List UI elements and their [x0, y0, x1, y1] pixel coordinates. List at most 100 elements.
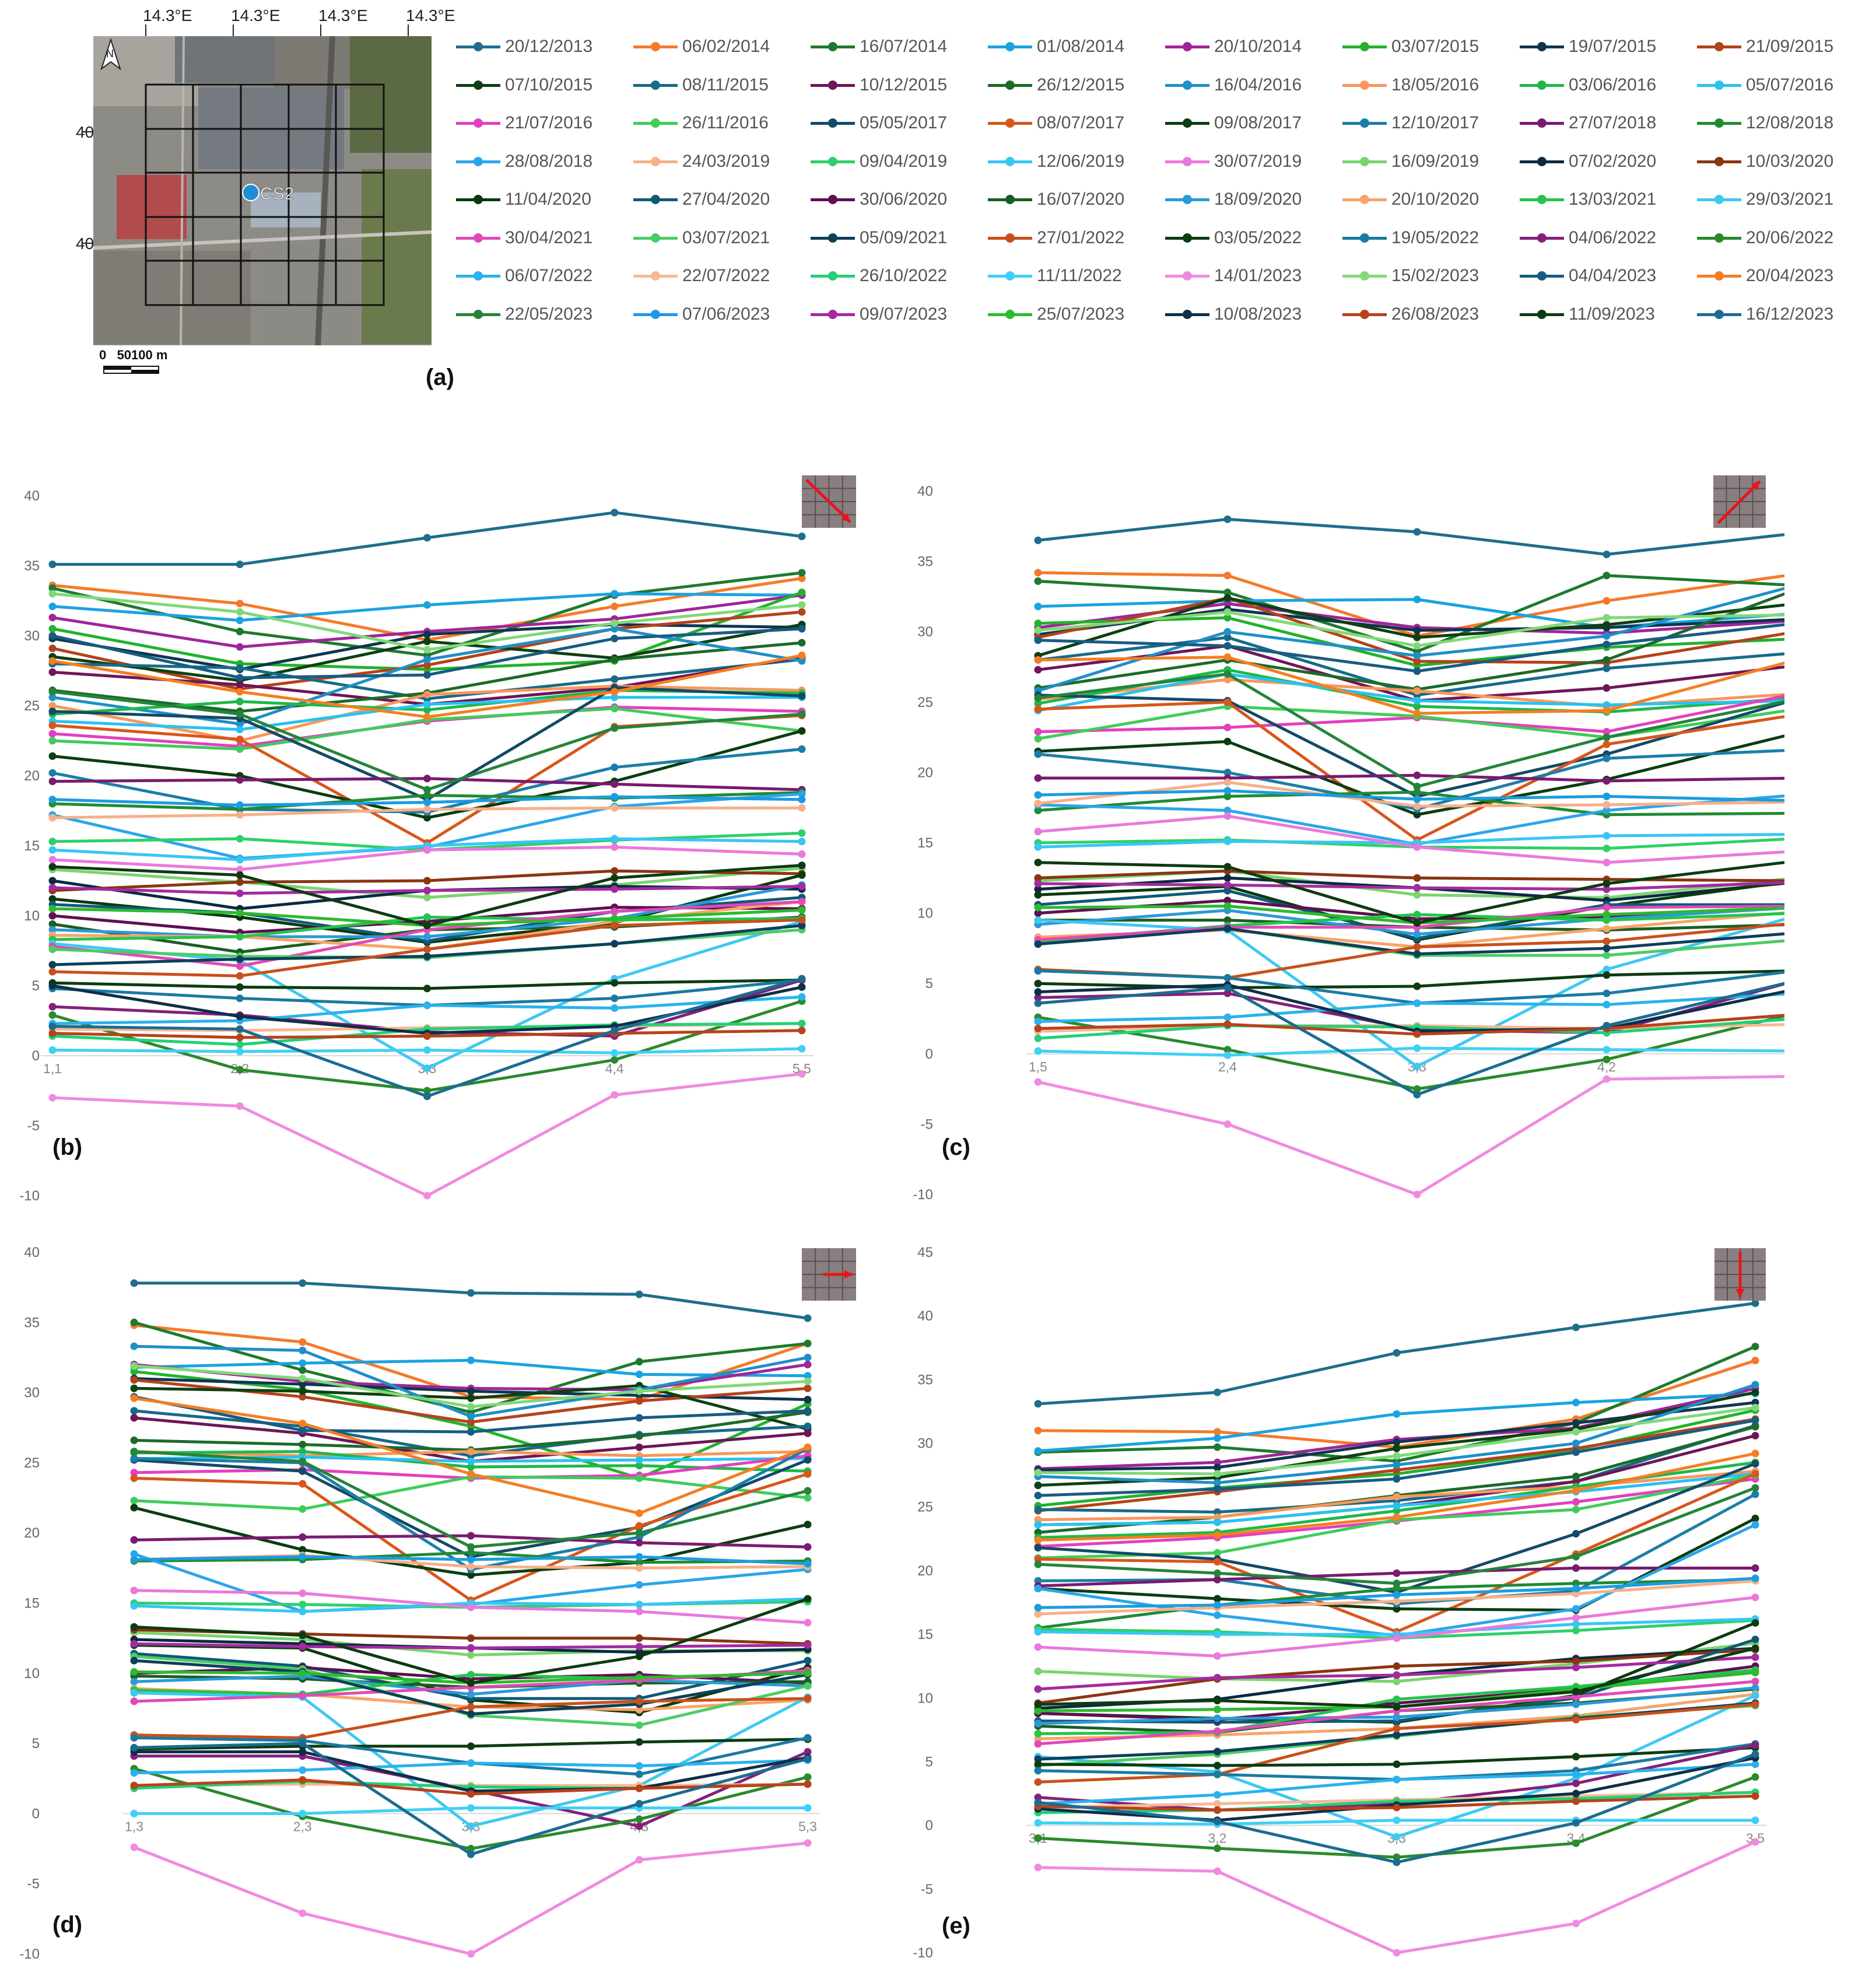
data-point — [236, 628, 244, 636]
data-point — [804, 1619, 812, 1627]
data-point — [798, 898, 806, 906]
data-point — [236, 866, 244, 874]
data-point — [804, 1494, 812, 1502]
legend-label: 07/02/2020 — [1569, 151, 1657, 171]
data-point — [1034, 1740, 1042, 1748]
legend-swatch-icon — [809, 35, 856, 58]
data-point — [130, 1586, 138, 1595]
y-tick-label: 35 — [917, 554, 933, 570]
data-point — [804, 1839, 812, 1847]
legend-swatch-icon — [1164, 226, 1211, 250]
data-point — [1572, 1505, 1580, 1514]
data-point — [804, 1748, 812, 1756]
y-tick-label: 15 — [24, 838, 40, 854]
data-point — [1223, 737, 1232, 745]
series — [1034, 880, 1784, 894]
panel-label-c: (c) — [942, 1134, 970, 1160]
data-point — [130, 1504, 138, 1512]
legend-swatch-icon — [1696, 150, 1742, 173]
data-point — [1034, 1643, 1042, 1651]
series-line — [1037, 881, 1784, 891]
legend-swatch-icon — [1341, 226, 1388, 250]
data-point — [611, 1091, 619, 1099]
legend-swatch-icon — [809, 150, 856, 173]
legend-label: 09/04/2019 — [860, 151, 948, 171]
data-point — [1751, 1388, 1759, 1396]
data-point — [423, 877, 431, 885]
legend-label: 05/05/2017 — [860, 113, 948, 132]
data-point — [1034, 828, 1042, 836]
legend-item: 11/11/2022 — [987, 264, 1122, 288]
lon-label: 14.3°E — [318, 6, 367, 24]
data-point — [48, 737, 57, 745]
legend-swatch-icon — [1696, 73, 1742, 97]
data-point — [1393, 1444, 1401, 1452]
legend-label: 27/01/2022 — [1037, 227, 1125, 247]
data-point — [1603, 621, 1611, 629]
data-point — [1214, 1697, 1221, 1705]
data-point — [48, 1022, 57, 1031]
legend-item: 26/08/2023 — [1341, 303, 1479, 326]
series — [130, 1776, 812, 1798]
north-arrow-icon: N — [100, 37, 121, 71]
data-point — [130, 1407, 138, 1415]
data-point — [804, 1780, 812, 1788]
data-point — [1214, 1714, 1221, 1722]
x-tick-label: 1,1 — [43, 1061, 62, 1076]
data-point — [130, 1556, 138, 1564]
legend-label: 16/09/2019 — [1391, 151, 1479, 171]
data-point — [236, 1013, 244, 1021]
data-point — [1603, 727, 1611, 735]
data-point — [1034, 774, 1042, 782]
series-line — [1037, 1075, 1784, 1196]
legend-label: 01/08/2014 — [1037, 37, 1125, 56]
data-point — [1603, 951, 1611, 959]
legend-swatch-icon — [1519, 73, 1565, 97]
data-point — [635, 1443, 643, 1451]
data-point — [1223, 723, 1232, 731]
data-point — [798, 692, 806, 700]
data-point — [48, 590, 57, 598]
legend-label: 13/03/2021 — [1569, 190, 1657, 209]
data-point — [1751, 1838, 1759, 1846]
legend-label: 21/07/2016 — [505, 113, 593, 132]
series — [48, 688, 806, 794]
series — [1034, 1484, 1759, 1588]
data-point — [1393, 1949, 1401, 1957]
data-point — [1034, 1778, 1042, 1786]
data-point — [130, 1743, 138, 1752]
data-point — [1751, 1635, 1759, 1644]
y-tick-label: 15 — [917, 835, 933, 851]
data-point — [1223, 589, 1232, 597]
legend-swatch-icon — [1341, 264, 1388, 288]
data-point — [1603, 880, 1611, 888]
data-point — [48, 668, 57, 676]
data-point — [1214, 1434, 1221, 1442]
data-point — [1413, 771, 1421, 779]
direction-thumbnail — [802, 475, 856, 528]
data-point — [1572, 1715, 1580, 1724]
data-point — [1413, 696, 1421, 705]
data-point — [299, 1427, 307, 1435]
data-point — [1751, 1619, 1759, 1627]
direction-arrowhead-icon — [841, 513, 850, 522]
data-point — [1223, 989, 1232, 997]
data-point — [1034, 1400, 1042, 1408]
data-point — [1393, 1731, 1401, 1739]
data-point — [299, 1546, 307, 1554]
scale-bar — [103, 366, 159, 374]
series — [48, 590, 806, 654]
data-point — [130, 1362, 138, 1370]
legend-label: 20/12/2013 — [505, 37, 593, 56]
legend-item: 29/03/2021 — [1696, 188, 1833, 211]
series — [1034, 1700, 1759, 1786]
data-point — [1214, 1388, 1221, 1396]
data-point — [1034, 993, 1042, 1001]
series — [1034, 787, 1784, 803]
data-point — [1223, 974, 1232, 982]
series — [1034, 1653, 1759, 1693]
data-point — [1572, 1920, 1580, 1928]
legend-label: 20/04/2023 — [1746, 266, 1834, 285]
legend-label: 04/04/2023 — [1569, 266, 1657, 285]
data-point — [1751, 1484, 1759, 1492]
